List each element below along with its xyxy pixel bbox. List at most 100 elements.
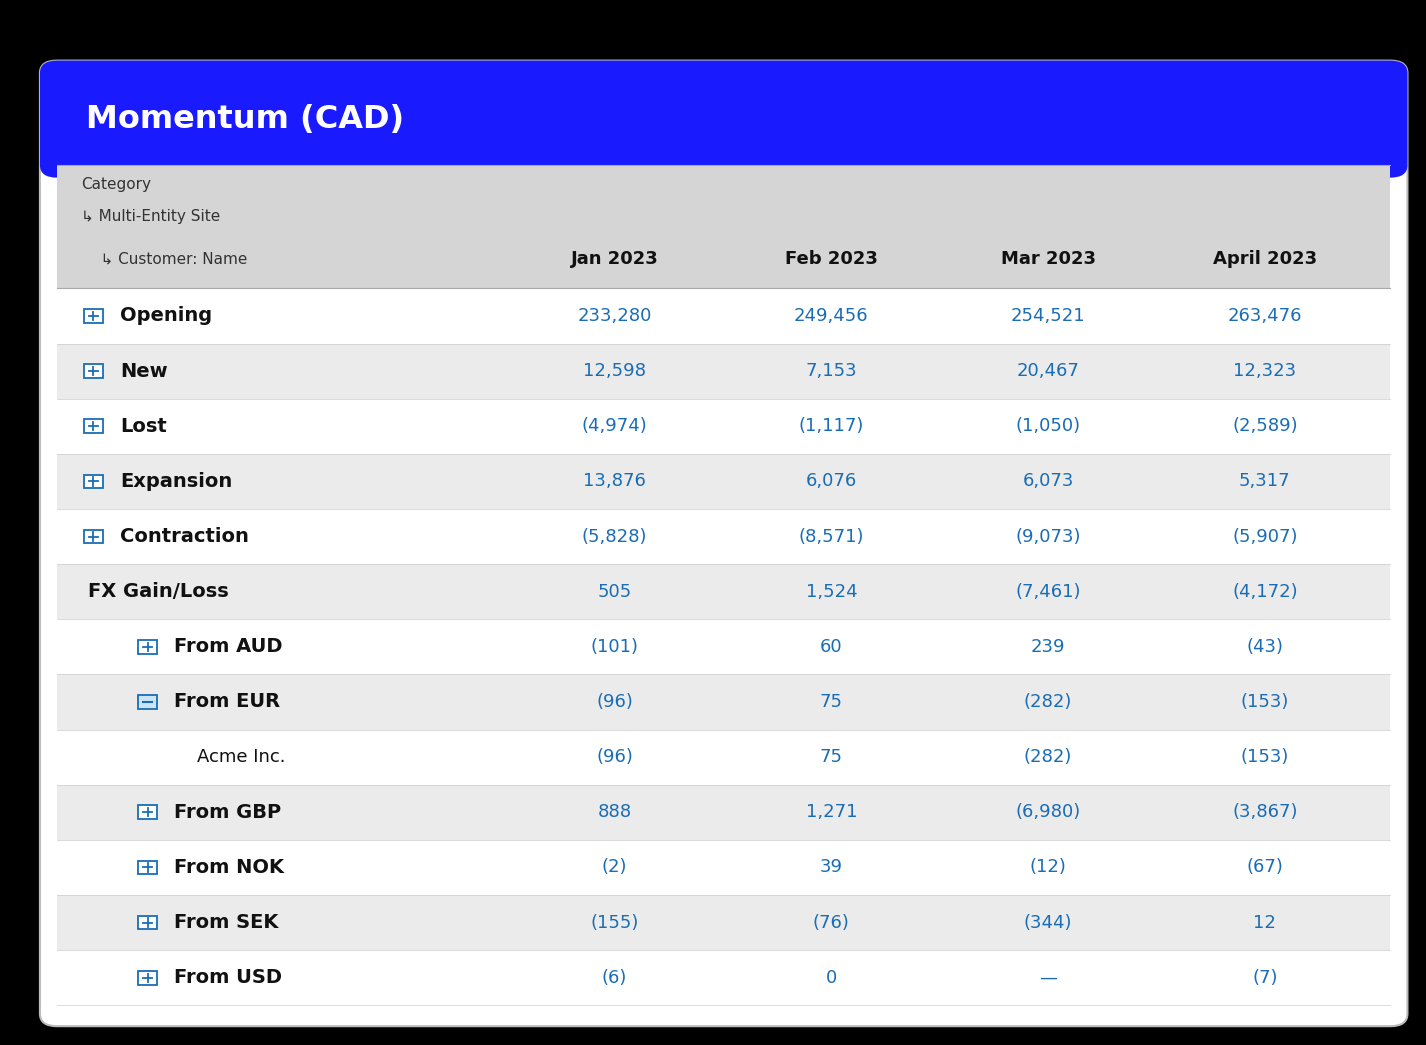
Text: (1,050): (1,050) xyxy=(1015,417,1081,436)
Text: 888: 888 xyxy=(597,804,632,821)
Text: FX Gain/Loss: FX Gain/Loss xyxy=(88,582,230,601)
Bar xyxy=(57,620,1390,674)
Text: 239: 239 xyxy=(1031,637,1065,656)
Text: April 2023: April 2023 xyxy=(1212,250,1318,268)
Text: Jan 2023: Jan 2023 xyxy=(570,250,659,268)
Text: (43): (43) xyxy=(1246,637,1283,656)
Text: (1,117): (1,117) xyxy=(799,417,864,436)
Bar xyxy=(57,165,1390,288)
Text: 1,524: 1,524 xyxy=(806,583,857,601)
Text: From SEK: From SEK xyxy=(174,913,278,932)
Bar xyxy=(57,399,1390,454)
Text: 13,876: 13,876 xyxy=(583,472,646,490)
Text: (7): (7) xyxy=(1252,969,1278,986)
Text: (344): (344) xyxy=(1024,913,1072,931)
Text: New: New xyxy=(120,362,167,380)
FancyBboxPatch shape xyxy=(138,861,157,875)
Bar xyxy=(57,564,1390,620)
Text: 233,280: 233,280 xyxy=(578,307,652,325)
Text: ↳ Customer: Name: ↳ Customer: Name xyxy=(81,252,248,266)
Bar xyxy=(57,288,1390,344)
Text: (282): (282) xyxy=(1024,748,1072,766)
Text: 6,076: 6,076 xyxy=(806,472,857,490)
Bar xyxy=(57,729,1390,785)
Text: From EUR: From EUR xyxy=(174,693,279,712)
Text: (12): (12) xyxy=(1030,858,1067,877)
Text: 20,467: 20,467 xyxy=(1017,363,1079,380)
Text: 249,456: 249,456 xyxy=(794,307,868,325)
Text: Acme Inc.: Acme Inc. xyxy=(197,748,285,766)
Text: 5,317: 5,317 xyxy=(1239,472,1291,490)
Text: Contraction: Contraction xyxy=(120,527,248,547)
Text: 1,271: 1,271 xyxy=(806,804,857,821)
Text: Category: Category xyxy=(81,178,151,192)
Text: Expansion: Expansion xyxy=(120,472,232,491)
Text: (6,980): (6,980) xyxy=(1015,804,1081,821)
Bar xyxy=(57,509,1390,564)
Bar xyxy=(57,454,1390,509)
Text: (2): (2) xyxy=(602,858,627,877)
Text: 39: 39 xyxy=(820,858,843,877)
Text: (101): (101) xyxy=(590,637,639,656)
Text: Lost: Lost xyxy=(120,417,167,436)
Text: 75: 75 xyxy=(820,693,843,711)
Text: (7,461): (7,461) xyxy=(1015,583,1081,601)
FancyBboxPatch shape xyxy=(84,365,103,378)
Text: 6,073: 6,073 xyxy=(1022,472,1074,490)
Text: From GBP: From GBP xyxy=(174,803,281,821)
Text: Momentum (CAD): Momentum (CAD) xyxy=(86,103,404,135)
Text: (282): (282) xyxy=(1024,693,1072,711)
Text: Opening: Opening xyxy=(120,306,212,325)
Text: —: — xyxy=(1040,969,1057,986)
Text: 254,521: 254,521 xyxy=(1011,307,1085,325)
FancyBboxPatch shape xyxy=(84,309,103,323)
Text: (2,589): (2,589) xyxy=(1232,417,1298,436)
Text: (5,907): (5,907) xyxy=(1232,528,1298,545)
FancyBboxPatch shape xyxy=(138,695,157,709)
Text: (4,974): (4,974) xyxy=(582,417,647,436)
Text: (6): (6) xyxy=(602,969,627,986)
Text: (96): (96) xyxy=(596,693,633,711)
FancyBboxPatch shape xyxy=(138,806,157,819)
Text: 505: 505 xyxy=(597,583,632,601)
Text: (96): (96) xyxy=(596,748,633,766)
Text: ↳ Multi-Entity Site: ↳ Multi-Entity Site xyxy=(81,209,221,225)
Text: (67): (67) xyxy=(1246,858,1283,877)
Bar xyxy=(57,950,1390,1005)
Text: 7,153: 7,153 xyxy=(806,363,857,380)
FancyBboxPatch shape xyxy=(84,419,103,433)
FancyBboxPatch shape xyxy=(40,61,1407,178)
Bar xyxy=(57,785,1390,840)
Text: From NOK: From NOK xyxy=(174,858,284,877)
Text: 12,323: 12,323 xyxy=(1233,363,1296,380)
Bar xyxy=(57,895,1390,950)
FancyBboxPatch shape xyxy=(84,474,103,488)
Bar xyxy=(57,674,1390,729)
FancyBboxPatch shape xyxy=(138,640,157,654)
Text: 12,598: 12,598 xyxy=(583,363,646,380)
FancyBboxPatch shape xyxy=(84,530,103,543)
Text: (153): (153) xyxy=(1241,693,1289,711)
FancyBboxPatch shape xyxy=(138,915,157,929)
Text: (3,867): (3,867) xyxy=(1232,804,1298,821)
Text: (4,172): (4,172) xyxy=(1232,583,1298,601)
Text: (76): (76) xyxy=(813,913,850,931)
Text: From AUD: From AUD xyxy=(174,637,282,656)
Text: From USD: From USD xyxy=(174,969,282,988)
Text: (155): (155) xyxy=(590,913,639,931)
FancyBboxPatch shape xyxy=(138,971,157,984)
Bar xyxy=(57,123,1390,165)
Text: 0: 0 xyxy=(826,969,837,986)
Text: 60: 60 xyxy=(820,637,843,656)
Text: (5,828): (5,828) xyxy=(582,528,647,545)
Text: 263,476: 263,476 xyxy=(1228,307,1302,325)
Text: (9,073): (9,073) xyxy=(1015,528,1081,545)
Bar xyxy=(57,840,1390,895)
Bar xyxy=(57,344,1390,399)
Text: (8,571): (8,571) xyxy=(799,528,864,545)
Text: Feb 2023: Feb 2023 xyxy=(784,250,878,268)
Text: 12: 12 xyxy=(1253,913,1276,931)
Text: (153): (153) xyxy=(1241,748,1289,766)
Text: Mar 2023: Mar 2023 xyxy=(1001,250,1095,268)
Text: 75: 75 xyxy=(820,748,843,766)
